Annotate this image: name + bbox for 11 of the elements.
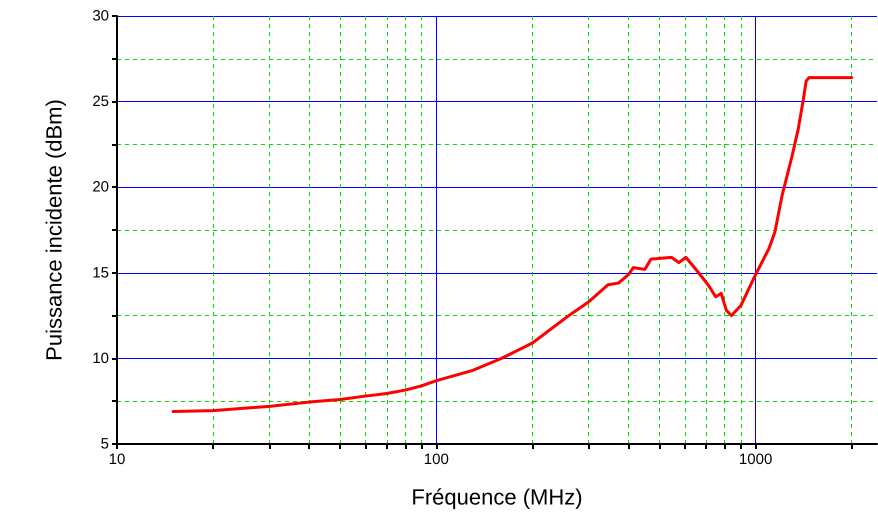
y-tick-label: 10 bbox=[92, 350, 109, 367]
y-tick-label: 20 bbox=[92, 178, 109, 196]
x-tick-label: 100 bbox=[424, 451, 449, 468]
x-axis-title: Fréquence (MHz) bbox=[411, 484, 583, 510]
x-tick-label: 1000 bbox=[738, 451, 772, 468]
y-tick-label: 30 bbox=[92, 8, 109, 24]
x-tick-label: 10 bbox=[108, 451, 126, 468]
y-axis-title: Puissance incidente (dBm) bbox=[42, 99, 66, 361]
y-tick-label: 25 bbox=[92, 93, 109, 110]
y-tick-label: 15 bbox=[92, 264, 109, 282]
y-tick-label: 5 bbox=[100, 436, 109, 452]
